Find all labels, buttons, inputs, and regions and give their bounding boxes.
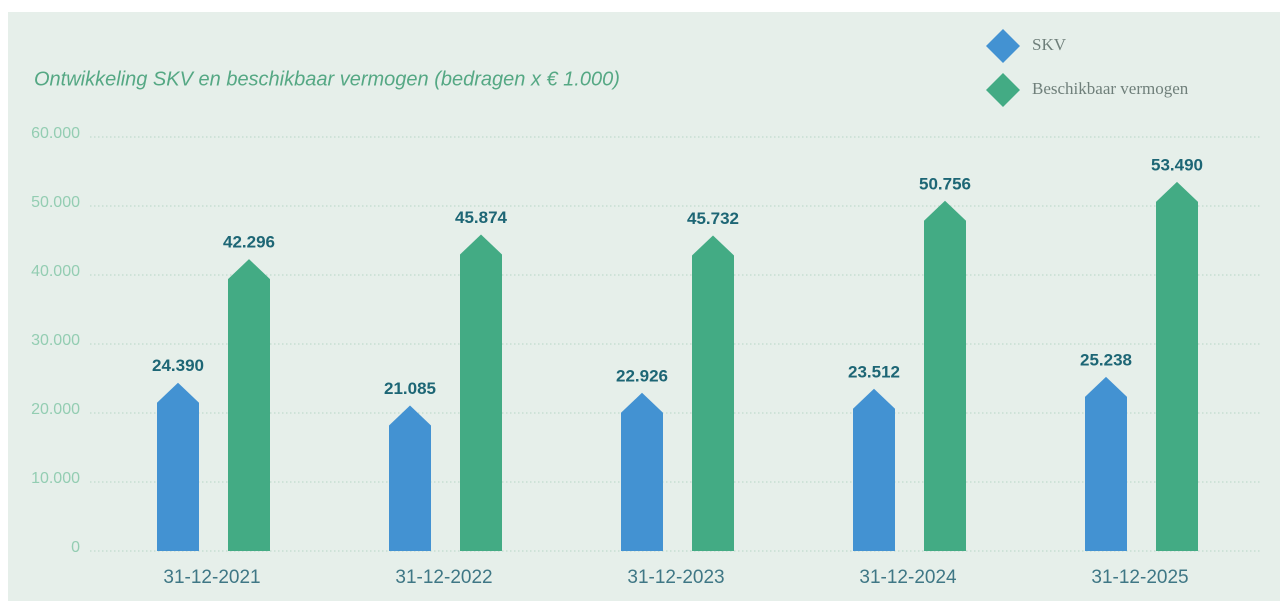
bar xyxy=(228,259,270,551)
bar xyxy=(460,234,502,551)
legend-label: SKV xyxy=(1032,35,1067,54)
data-label: 53.490 xyxy=(1151,155,1203,174)
x-tick-label: 31-12-2025 xyxy=(1091,567,1188,588)
bar xyxy=(157,382,199,551)
bar xyxy=(853,388,895,551)
x-tick-label: 31-12-2023 xyxy=(627,567,724,588)
bar xyxy=(621,392,663,551)
y-tick-label: 0 xyxy=(71,539,80,556)
x-tick-label: 31-12-2021 xyxy=(163,567,260,588)
data-label: 45.732 xyxy=(687,209,739,228)
x-tick-label: 31-12-2024 xyxy=(859,567,957,588)
x-tick-label: 31-12-2022 xyxy=(395,567,492,588)
bar xyxy=(1156,181,1198,551)
y-tick-label: 20.000 xyxy=(31,401,80,418)
data-label: 50.756 xyxy=(919,174,971,193)
data-label: 25.238 xyxy=(1080,350,1132,369)
data-label: 45.874 xyxy=(455,208,508,227)
data-label: 42.296 xyxy=(223,233,275,252)
data-label: 22.926 xyxy=(616,366,668,385)
bar xyxy=(1085,376,1127,551)
y-tick-label: 60.000 xyxy=(31,125,80,142)
legend-label: Beschikbaar vermogen xyxy=(1032,79,1189,98)
bar xyxy=(692,235,734,551)
legend-swatch xyxy=(986,29,1020,63)
y-tick-label: 50.000 xyxy=(31,194,80,211)
bar xyxy=(389,405,431,551)
bar xyxy=(924,200,966,551)
chart-title: Ontwikkeling SKV en beschikbaar vermogen… xyxy=(34,68,620,90)
data-label: 21.085 xyxy=(384,379,436,398)
y-tick-label: 30.000 xyxy=(31,332,80,349)
data-label: 23.512 xyxy=(848,362,900,381)
y-tick-label: 10.000 xyxy=(31,470,80,487)
data-label: 24.390 xyxy=(152,356,204,375)
legend-swatch xyxy=(986,73,1020,107)
y-tick-label: 40.000 xyxy=(31,263,80,280)
